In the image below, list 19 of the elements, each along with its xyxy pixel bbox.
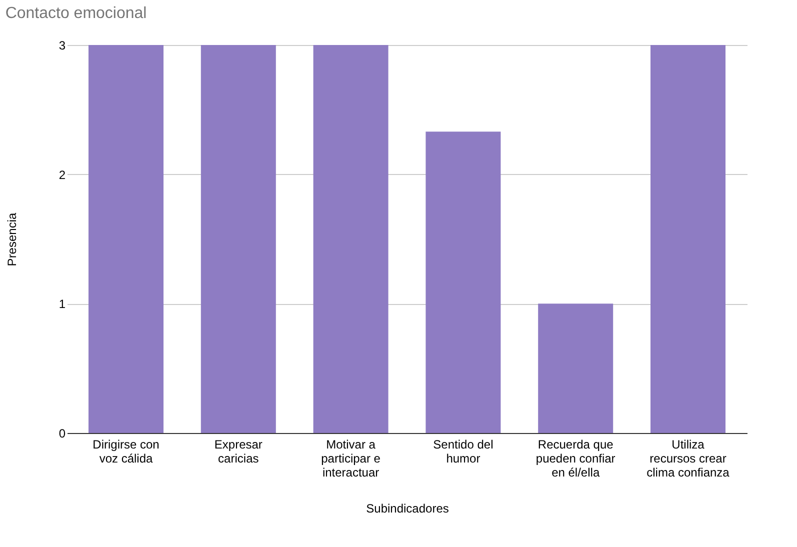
y-tick-label: 3	[58, 38, 66, 52]
x-tick-label: Sentido del humor	[433, 438, 494, 466]
y-tick-label: 0	[58, 426, 66, 440]
bar	[88, 45, 164, 433]
chart-title: Contacto emocional	[5, 5, 147, 22]
x-tick-label: Dirigirse con voz cálida	[92, 438, 160, 466]
y-tick-label: 1	[58, 297, 66, 312]
x-tick-label: Motivar a participar e interactuar	[321, 438, 381, 480]
x-tick-label: Utiliza recursos crear clima confianza	[646, 438, 730, 480]
bar	[200, 45, 276, 433]
x-tick-label: Recuerda que pueden confiar en él/ella	[536, 438, 616, 480]
bar	[538, 304, 614, 433]
x-axis-title: Subindicadores	[366, 502, 449, 516]
y-axis-title: Presencia	[4, 212, 19, 266]
bar	[650, 45, 726, 433]
bar	[313, 45, 388, 433]
x-tick-label: Expresar caricias	[214, 438, 262, 466]
y-tick-label: 2	[58, 168, 66, 182]
bar	[426, 132, 501, 433]
